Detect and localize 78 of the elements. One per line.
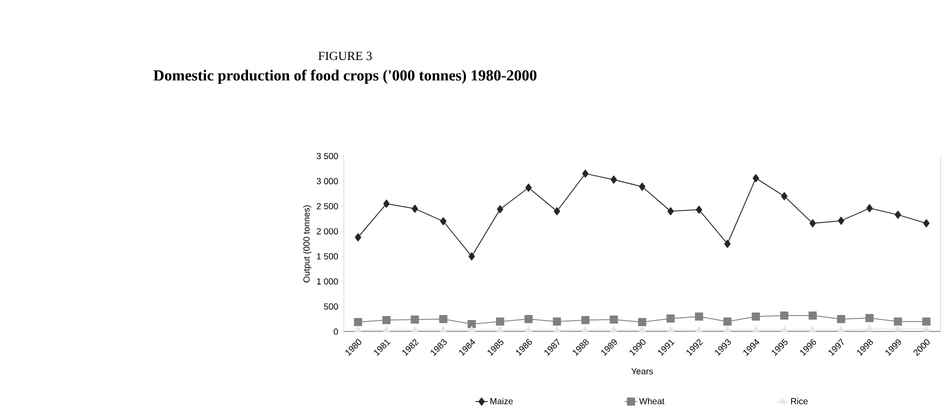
point — [554, 207, 560, 216]
point — [752, 174, 760, 182]
legend-label: Wheat — [639, 398, 664, 404]
point — [610, 175, 617, 184]
y-tick-label: 500 — [324, 303, 338, 310]
point — [610, 326, 618, 332]
point — [865, 314, 874, 322]
point — [667, 207, 674, 216]
point — [666, 314, 675, 323]
y-tick-label: 3 000 — [316, 178, 338, 184]
point — [354, 326, 362, 332]
point — [780, 311, 788, 320]
point — [837, 314, 846, 324]
point — [695, 326, 703, 332]
chart-title: Domestic production of food crops ('000 tonnes) 1980-2000 — [154, 70, 536, 84]
legend-label: Rice — [791, 398, 808, 404]
y-tick-label: 0 — [334, 328, 338, 335]
point — [808, 311, 817, 320]
point — [752, 312, 760, 321]
point — [468, 252, 475, 260]
y-tick-label: 1 500 — [317, 253, 338, 260]
point — [810, 219, 816, 228]
point — [496, 317, 504, 326]
point — [667, 326, 674, 332]
point — [866, 204, 873, 212]
point — [525, 183, 532, 192]
point — [838, 326, 845, 332]
point — [382, 316, 391, 324]
point — [440, 217, 446, 226]
point — [382, 326, 390, 332]
point — [468, 320, 476, 328]
y-tick-label: 2 000 — [316, 228, 338, 234]
point — [383, 200, 390, 208]
point — [922, 324, 930, 332]
point — [866, 324, 874, 332]
point — [496, 205, 504, 214]
x-axis-title: Years — [631, 368, 653, 374]
point — [524, 314, 533, 324]
point — [838, 216, 844, 225]
point — [894, 317, 902, 326]
point — [582, 326, 589, 332]
point — [638, 318, 646, 326]
point — [440, 326, 447, 332]
point — [439, 314, 448, 324]
point — [582, 169, 589, 178]
point — [412, 204, 418, 213]
legend-label: Maize — [490, 398, 513, 404]
point — [639, 182, 646, 191]
point — [723, 317, 732, 326]
point — [894, 324, 902, 332]
point — [781, 192, 788, 200]
point — [894, 210, 902, 219]
point — [694, 312, 704, 321]
point — [354, 318, 362, 326]
point — [780, 326, 788, 332]
point — [809, 326, 816, 332]
point — [922, 317, 930, 326]
point — [638, 326, 646, 332]
y-tick-label: 3 500 — [316, 152, 338, 160]
point — [354, 233, 362, 242]
y-axis-title: Output (000 tonnes) — [303, 205, 312, 282]
point — [923, 219, 930, 228]
point — [696, 206, 702, 214]
point — [752, 326, 760, 332]
point — [411, 326, 418, 332]
point — [724, 326, 732, 332]
point — [552, 317, 562, 326]
y-tick-label: 2 500 — [316, 203, 338, 210]
point — [410, 315, 419, 324]
chart-subtitle: FIGURE 3 — [318, 52, 372, 60]
point — [581, 316, 590, 324]
point — [610, 315, 618, 324]
point — [524, 326, 532, 332]
point — [496, 326, 504, 332]
point — [468, 326, 476, 332]
point — [724, 240, 731, 248]
point — [553, 326, 561, 332]
y-tick-label: 1 000 — [317, 278, 338, 284]
